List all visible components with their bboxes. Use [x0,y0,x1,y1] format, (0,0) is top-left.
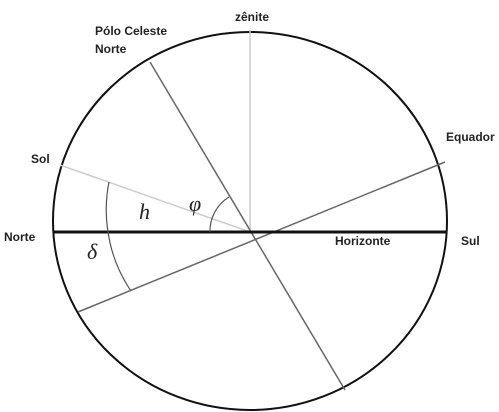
north-label: Norte [4,230,36,244]
equator-line [77,161,446,313]
equator-label: Equador [446,130,495,144]
altitude-symbol: h [139,199,150,224]
horizon-label: Horizonte [335,234,391,248]
zenith-label: zênite [235,10,269,24]
declination-arc [107,231,132,292]
pole-label: Norte [95,42,127,56]
south-label: Sul [461,234,480,248]
altitude-arc [105,181,110,233]
latitude-symbol: φ [189,191,201,216]
sun-line [59,164,251,233]
latitude-arc [209,196,230,233]
sun-label: Sol [31,152,50,166]
pole-label: Pólo Celeste [95,24,167,38]
celestial-pole-axis [149,61,346,391]
declination-symbol: δ [87,239,98,264]
